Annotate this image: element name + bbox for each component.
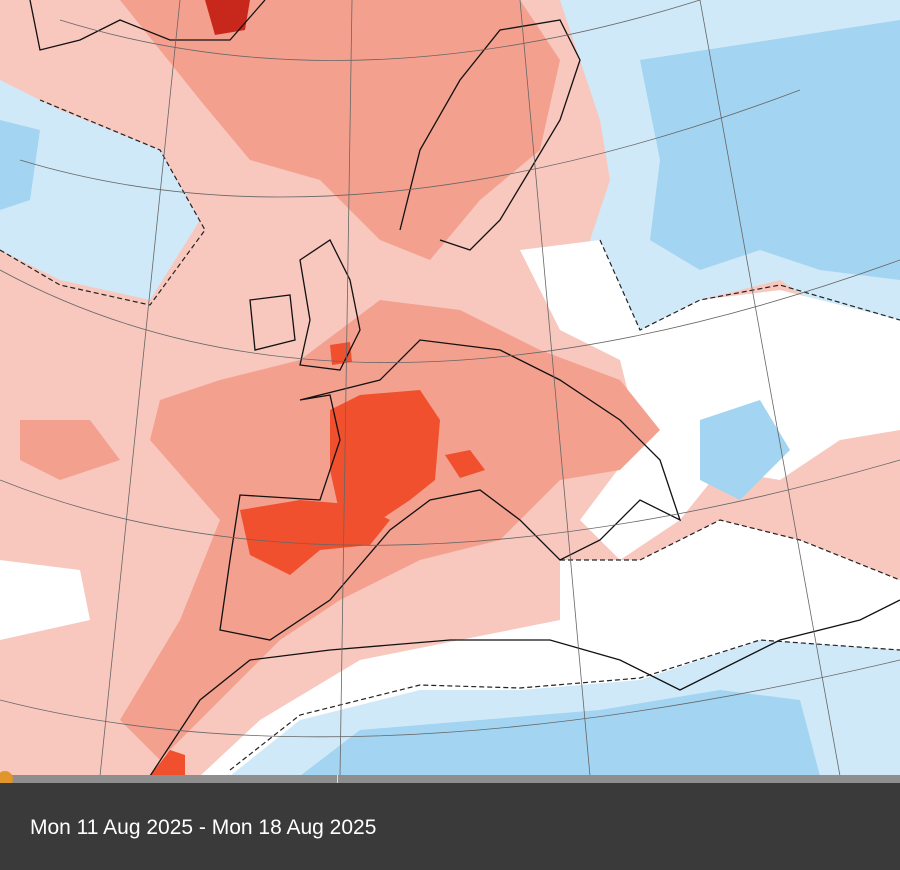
strong-warm-france bbox=[330, 390, 440, 520]
date-range-label: Mon 11 Aug 2025 - Mon 18 Aug 2025 bbox=[30, 816, 377, 839]
graticule bbox=[0, 0, 900, 776]
cool-region-east-core bbox=[640, 20, 900, 280]
neutral-region-balkans bbox=[520, 240, 900, 560]
warm-region-north bbox=[120, 0, 560, 260]
temperature-anomaly-map bbox=[0, 0, 900, 776]
cool-region-atlantic bbox=[0, 80, 200, 300]
cool-region-africa-core bbox=[300, 690, 820, 776]
cool-region-aegean bbox=[700, 400, 790, 500]
timeline-slider[interactable] bbox=[0, 771, 900, 787]
warm-region-atlantic bbox=[20, 420, 120, 480]
timeline-tick bbox=[337, 775, 338, 783]
coastlines bbox=[29, 0, 900, 776]
strong-warm-africa bbox=[150, 750, 185, 776]
very-warm-greenland bbox=[205, 0, 250, 35]
footer-bar: Mon 11 Aug 2025 - Mon 18 Aug 2025 bbox=[0, 783, 900, 870]
cool-region-atlantic-core bbox=[0, 120, 40, 210]
anomaly-contours bbox=[0, 99, 900, 771]
strong-warm-iberia bbox=[240, 500, 390, 575]
strong-warm-alps bbox=[445, 450, 485, 478]
neutral-region-atlantic-south bbox=[0, 560, 90, 640]
